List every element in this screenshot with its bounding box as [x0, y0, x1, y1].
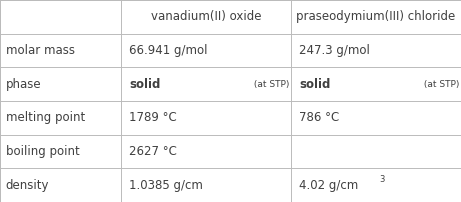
Text: 1.0385 g/cm: 1.0385 g/cm — [129, 179, 203, 192]
Text: density: density — [6, 179, 49, 192]
Text: solid: solid — [299, 78, 331, 91]
Text: phase: phase — [6, 78, 41, 91]
Text: 66.941 g/mol: 66.941 g/mol — [129, 44, 207, 57]
Text: (at STP): (at STP) — [251, 80, 289, 89]
Text: boiling point: boiling point — [6, 145, 79, 158]
Text: 786 °C: 786 °C — [299, 111, 339, 124]
Text: 3: 3 — [379, 175, 384, 184]
Text: 1789 °C: 1789 °C — [129, 111, 177, 124]
Text: 247.3 g/mol: 247.3 g/mol — [299, 44, 370, 57]
Text: 2627 °C: 2627 °C — [129, 145, 177, 158]
Text: (at STP): (at STP) — [420, 80, 459, 89]
Text: solid: solid — [129, 78, 160, 91]
Text: praseodymium(III) chloride: praseodymium(III) chloride — [296, 10, 455, 23]
Text: 4.02 g/cm: 4.02 g/cm — [299, 179, 359, 192]
Text: melting point: melting point — [6, 111, 85, 124]
Text: molar mass: molar mass — [6, 44, 75, 57]
Text: vanadium(II) oxide: vanadium(II) oxide — [151, 10, 261, 23]
